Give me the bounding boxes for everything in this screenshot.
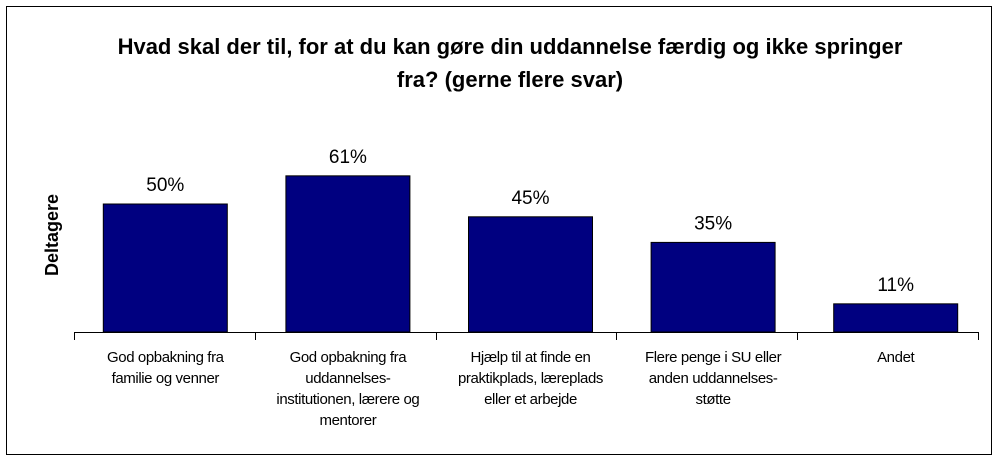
x-tick-label: Andet — [877, 349, 915, 366]
bar — [833, 303, 959, 333]
value-label: 61% — [329, 147, 367, 168]
value-label: 11% — [877, 275, 914, 296]
bar — [468, 216, 593, 333]
value-label: 50% — [146, 175, 184, 196]
bar — [102, 203, 228, 333]
y-axis-label: Deltagere — [42, 194, 62, 276]
x-tick-label: Hjælp til at finde en praktikplads, lære… — [457, 349, 604, 408]
bar — [650, 241, 776, 333]
chart-title: Hvad skal der til, for at du kan gøre di… — [117, 34, 903, 92]
x-tick-label: Flere penge i SU eller anden uddannelses… — [644, 349, 782, 408]
value-label: 45% — [511, 188, 549, 209]
bar — [285, 175, 411, 333]
x-tick-label: God opbakning fra familie og venner — [106, 349, 224, 387]
value-label: 35% — [694, 213, 732, 234]
x-tick-label: God opbakning fra uddannelses-institutio… — [276, 349, 420, 429]
